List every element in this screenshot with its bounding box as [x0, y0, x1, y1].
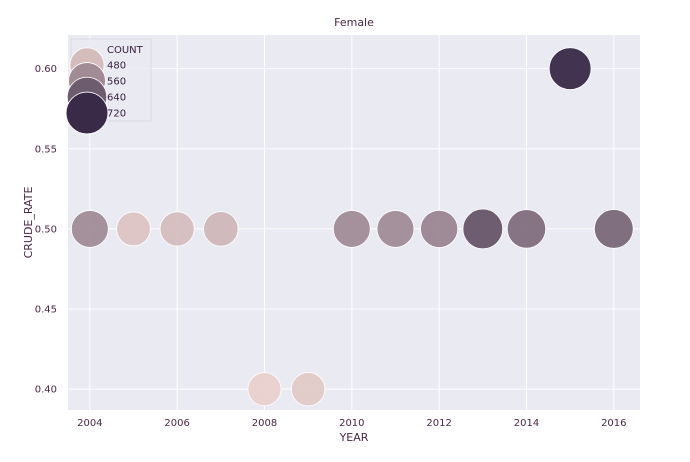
y-tick-label: 0.40	[35, 385, 57, 396]
x-tick-label: 2014	[514, 418, 539, 429]
scatter-point	[247, 372, 282, 407]
scatter-point	[291, 372, 326, 407]
scatter-point	[593, 209, 634, 249]
scatter-point	[332, 210, 371, 248]
scatter-point	[203, 211, 239, 247]
scatter-point	[70, 210, 109, 248]
x-tick-label: 2016	[601, 418, 626, 429]
x-tick-label: 2004	[77, 418, 102, 429]
y-tick-label: 0.60	[35, 64, 57, 75]
legend-label: 560	[107, 77, 126, 88]
x-tick-label: 2012	[426, 418, 451, 429]
legend-label: 720	[107, 109, 126, 120]
y-tick-label: 0.50	[35, 224, 57, 235]
x-tick-label: 2008	[252, 418, 277, 429]
y-axis-label: CRUDE_RATE	[22, 187, 35, 259]
legend: COUNT 480 560 640 720	[65, 38, 152, 135]
x-tick-labels: 2004 2006 2008 2010 2012 2014 2016	[77, 418, 626, 429]
scatter-point	[506, 209, 547, 249]
y-tick-labels: 0.40 0.45 0.50 0.55 0.60	[35, 64, 57, 396]
scatter-point	[548, 47, 592, 90]
scatter-point	[159, 211, 195, 247]
scatter-point	[116, 211, 151, 247]
legend-marker	[65, 91, 109, 135]
data-points	[70, 47, 634, 407]
legend-title: COUNT	[107, 45, 144, 56]
x-axis-label: YEAR	[339, 431, 369, 444]
legend-label: 480	[107, 61, 126, 72]
x-tick-label: 2006	[164, 418, 189, 429]
scatter-point	[420, 209, 459, 248]
y-tick-label: 0.55	[35, 144, 57, 155]
x-tick-label: 2010	[339, 418, 364, 429]
scatter-point	[462, 208, 504, 250]
scatter-point	[376, 210, 415, 248]
legend-items: 480 560 640 720	[65, 47, 126, 135]
y-tick-label: 0.45	[35, 305, 57, 316]
chart-title: Female	[334, 16, 374, 29]
legend-label: 640	[107, 93, 126, 104]
